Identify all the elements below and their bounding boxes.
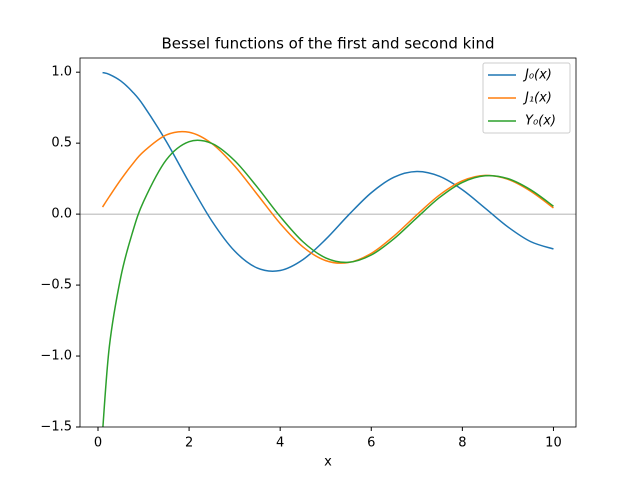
x-tick-label: 4 bbox=[276, 436, 284, 451]
y-tick-label: 0.5 bbox=[51, 136, 72, 151]
series-line bbox=[102, 71, 554, 272]
y-tick-label: −1.5 bbox=[40, 420, 72, 435]
axes-frame bbox=[79, 57, 577, 428]
x-tick-label: 2 bbox=[185, 436, 193, 451]
chart-title: Bessel functions of the first and second… bbox=[162, 35, 495, 53]
series-line bbox=[101, 130, 554, 264]
series-line bbox=[102, 139, 554, 427]
y-tick-label: −1.0 bbox=[40, 349, 72, 364]
legend-label: J₀(x) bbox=[522, 68, 552, 83]
y-tick-label: 0.0 bbox=[51, 207, 72, 222]
legend-label: Y₀(x) bbox=[525, 114, 556, 129]
x-tick-label: 10 bbox=[545, 436, 562, 451]
legend-box bbox=[482, 62, 571, 134]
y-tick-label: −0.5 bbox=[40, 278, 72, 293]
x-tick-label: 0 bbox=[94, 436, 102, 451]
x-tick-label: 8 bbox=[458, 436, 466, 451]
x-axis-label: x bbox=[324, 455, 332, 470]
x-tick-label: 6 bbox=[367, 436, 375, 451]
y-tick-label: 1.0 bbox=[51, 65, 72, 80]
plot-area bbox=[80, 71, 576, 427]
legend-label: J₁(x) bbox=[522, 91, 552, 106]
